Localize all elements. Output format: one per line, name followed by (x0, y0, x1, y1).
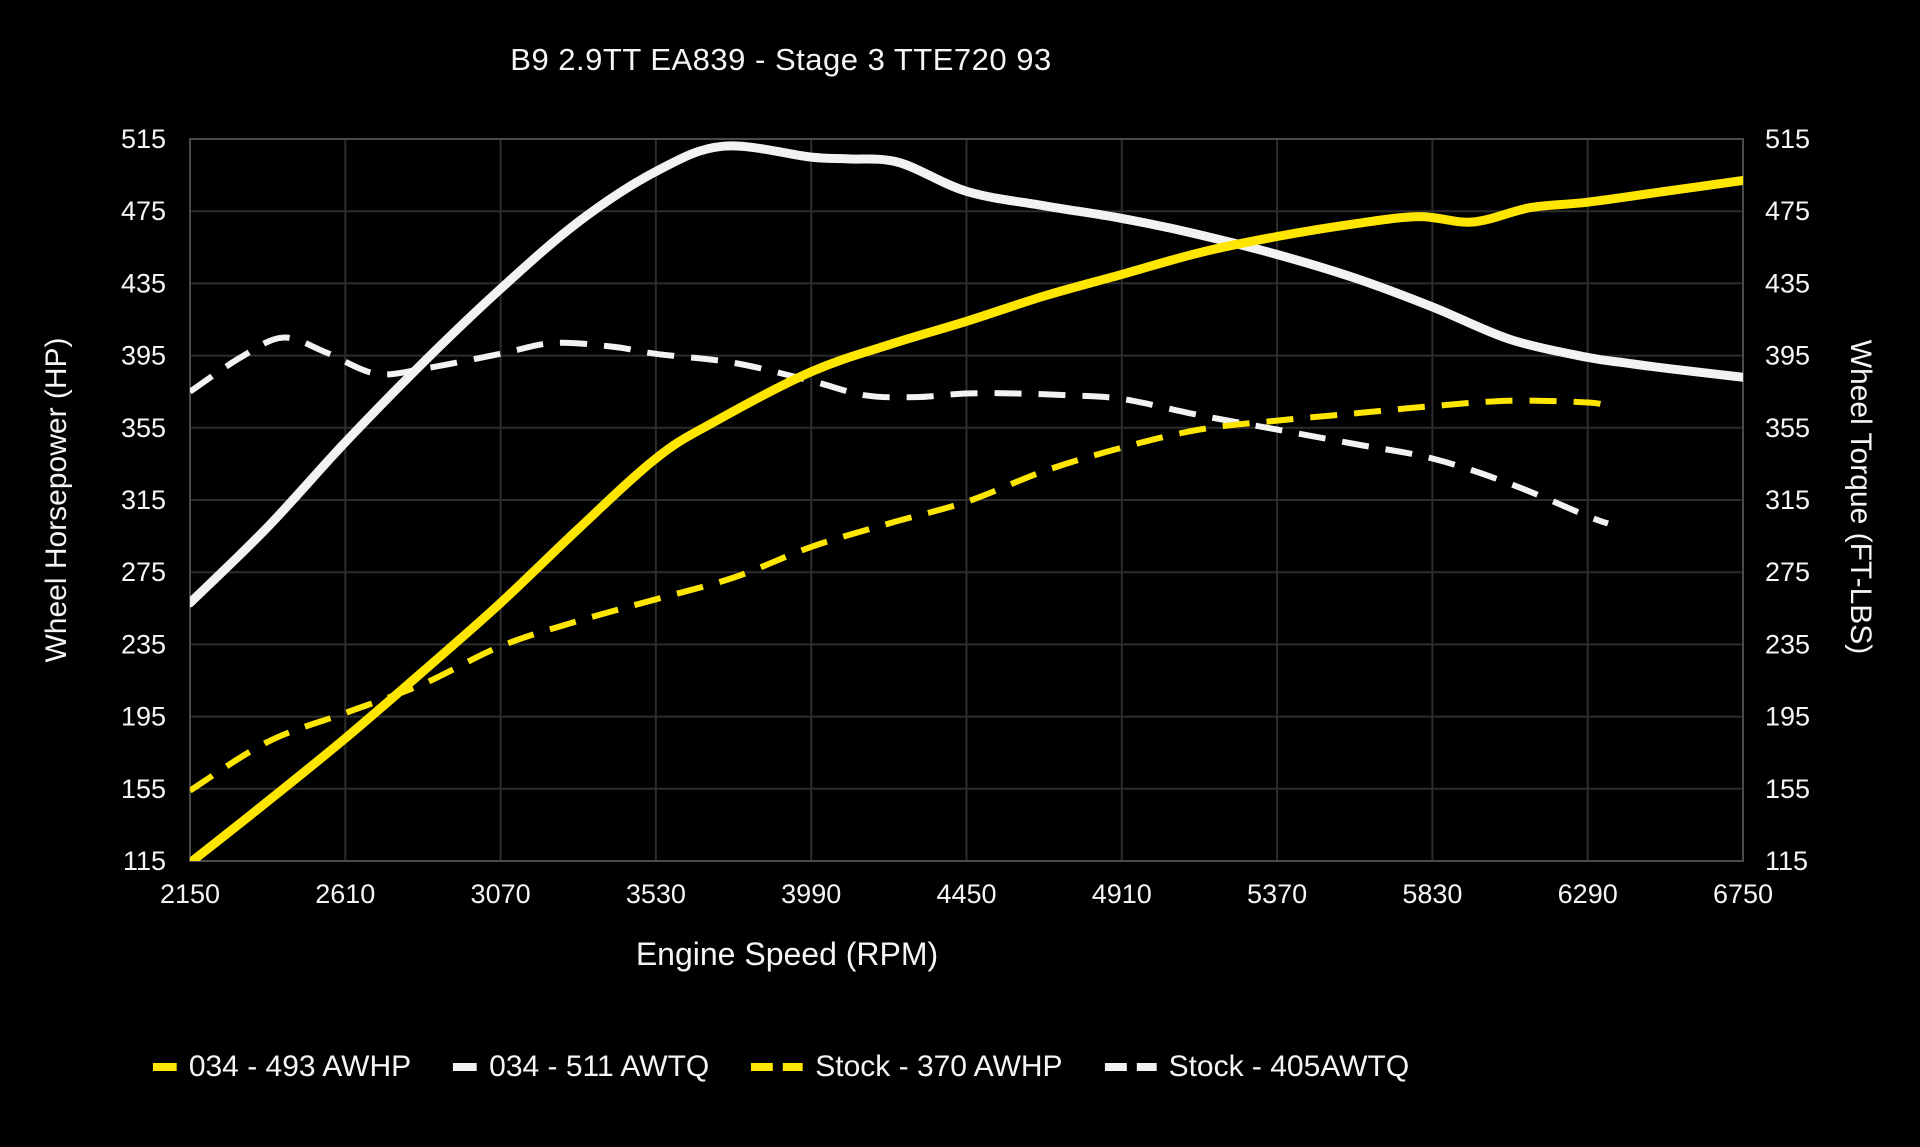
y-tick-label-right-355: 355 (1765, 413, 1810, 443)
y-tick-label-right-395: 395 (1765, 341, 1810, 371)
x-tick-label-3070: 3070 (471, 879, 531, 909)
legend-label: Stock - 405AWTQ (1168, 1050, 1410, 1083)
plot-border (189, 138, 1744, 862)
x-tick-label-3990: 3990 (781, 879, 841, 909)
y-tick-label-left-515: 515 (121, 124, 166, 154)
series-lines (190, 141, 1743, 861)
y-tick-label-left-315: 315 (121, 485, 166, 515)
y-tick-label-right-475: 475 (1765, 196, 1810, 226)
y-tick-label-right-515: 515 (1765, 124, 1810, 154)
x-tick-label-5370: 5370 (1247, 879, 1307, 909)
y-tick-label-right-155: 155 (1765, 774, 1810, 804)
legend-marker-dashed-icon (1104, 1063, 1157, 1071)
x-tick-label-3530: 3530 (626, 879, 686, 909)
chart-title: B9 2.9TT EA839 - Stage 3 TTE720 93 (510, 42, 1052, 77)
gridlines (189, 138, 1744, 862)
y-tick-label-right-195: 195 (1765, 702, 1810, 732)
legend-item-034-493-awhp: 034 - 493 AWHP (152, 1050, 412, 1084)
y-tick-label-left-115: 115 (123, 846, 166, 876)
tick-labels: 115 115 155 155 195 195 235 235 275 275 315 315 355 3… (121, 124, 1810, 909)
x-axis-title: Engine Speed (RPM) (635, 936, 939, 972)
x-tick-label-4450: 4450 (936, 879, 996, 909)
x-tick-label-2610: 2610 (315, 879, 375, 909)
legend-label: 034 - 493 AWHP (188, 1050, 412, 1083)
y-tick-label-left-475: 475 (121, 196, 166, 226)
series-line-034-493-awhp (190, 176, 1743, 861)
legend-label: Stock - 370 AWHP (815, 1050, 1063, 1083)
y-tick-label-right-115: 115 (1765, 846, 1808, 876)
legend-marker-solid-icon (152, 1063, 177, 1071)
y-tick-label-right-435: 435 (1765, 268, 1810, 298)
x-tick-label-4910: 4910 (1092, 879, 1152, 909)
series-line-034-511-awtq (190, 141, 1743, 608)
y-tick-label-right-315: 315 (1765, 485, 1810, 515)
legend-item-034-511-awtq: 034 - 511 AWTQ (453, 1050, 709, 1084)
legend-marker-solid-icon (453, 1063, 478, 1071)
x-tick-label-6290: 6290 (1558, 879, 1618, 909)
legend-marker-dashed-icon (751, 1063, 804, 1071)
y-tick-label-left-275: 275 (121, 557, 166, 587)
y-tick-label-left-435: 435 (121, 268, 166, 298)
y-tick-label-right-275: 275 (1765, 557, 1810, 587)
x-tick-label-2150: 2150 (160, 879, 220, 909)
series-line-stock-405awtq (190, 334, 1609, 527)
y-tick-label-right-235: 235 (1765, 629, 1810, 659)
series-line-stock-370-awhp (190, 397, 1609, 794)
y-tick-label-left-355: 355 (121, 413, 166, 443)
y-tick-label-left-155: 155 (121, 774, 166, 804)
y-tick-label-left-395: 395 (121, 341, 166, 371)
y-tick-label-left-195: 195 (121, 702, 166, 732)
chart-legend: 034 - 493 AWHP 034 - 511 AWTQ Stock - 370 … (152, 1050, 1410, 1084)
x-tick-label-6750: 6750 (1713, 879, 1773, 909)
x-tick-label-5830: 5830 (1402, 879, 1462, 909)
legend-item-stock-405awtq: Stock - 405AWTQ (1104, 1050, 1410, 1084)
legend-item-stock-370-awhp: Stock - 370 AWHP (751, 1050, 1063, 1084)
legend-label: 034 - 511 AWTQ (489, 1050, 710, 1083)
y-tick-label-left-235: 235 (121, 629, 166, 659)
